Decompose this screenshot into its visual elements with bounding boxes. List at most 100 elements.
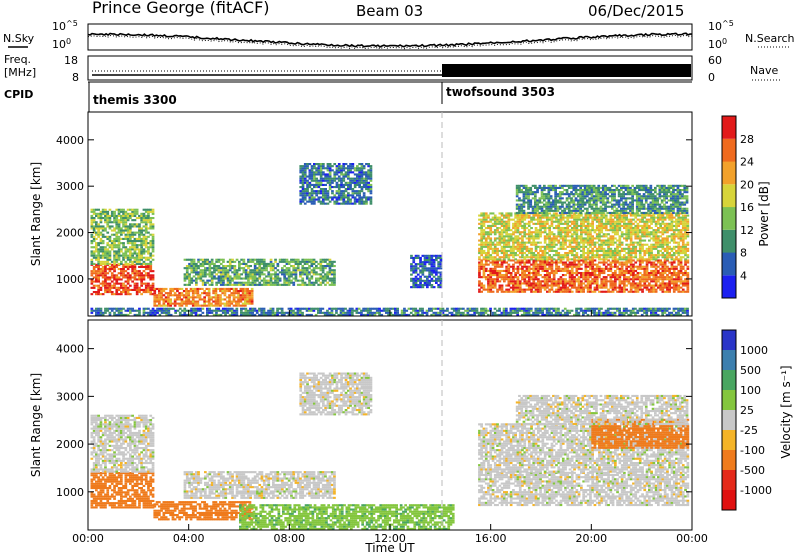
heatmap-cell — [487, 259, 490, 262]
heatmap-cell — [595, 265, 599, 268]
heatmap-cell — [317, 179, 321, 182]
heatmap-cell — [539, 284, 542, 287]
heatmap-cell — [577, 243, 581, 246]
heatmap-cell — [507, 284, 511, 287]
heatmap-cell — [525, 212, 529, 215]
heatmap-cell — [561, 256, 565, 259]
heatmap-cell — [503, 239, 506, 242]
heatmap-cell — [315, 265, 318, 268]
heatmap-cell — [104, 248, 107, 251]
heatmap-cell — [634, 245, 638, 248]
heatmap-cell — [110, 221, 114, 224]
heatmap-cell — [342, 177, 346, 180]
heatmap-cell — [367, 173, 370, 176]
heatmap-cell — [564, 278, 567, 281]
heatmap-cell — [212, 304, 215, 307]
heatmap-cell — [122, 246, 125, 249]
heatmap-cell — [250, 287, 254, 290]
heatmap-cell — [484, 263, 488, 266]
heatmap-cell — [489, 254, 493, 257]
heatmap-cell — [634, 237, 638, 240]
heatmap-cell — [564, 247, 567, 250]
heatmap-cell — [317, 173, 321, 176]
heatmap-cell — [550, 261, 554, 264]
heatmap-cell — [110, 284, 114, 287]
heatmap-cell — [217, 267, 221, 270]
heatmap-cell — [249, 275, 252, 278]
heatmap-cell — [503, 214, 506, 217]
heatmap-cell — [138, 244, 141, 247]
heatmap-cell — [552, 249, 556, 252]
heatmap-cell — [110, 246, 114, 249]
heatmap-cell — [493, 278, 497, 281]
heatmap-cell — [244, 273, 248, 276]
heatmap-cell — [496, 272, 499, 275]
heatmap-cell — [328, 175, 332, 178]
heatmap-cell — [602, 286, 606, 289]
heatmap-cell — [657, 261, 660, 264]
heatmap-cell — [505, 239, 508, 242]
heatmap-cell — [684, 261, 687, 264]
heatmap-cell — [575, 237, 579, 240]
heatmap-cell — [638, 214, 642, 217]
heatmap-cell — [614, 222, 617, 225]
heatmap-cell — [598, 267, 601, 270]
heatmap-cell — [221, 302, 225, 305]
heatmap-cell — [568, 224, 572, 227]
heatmap-cell — [500, 229, 504, 232]
heatmap-cell — [412, 259, 416, 262]
heatmap-cell — [428, 281, 431, 284]
heatmap-cell — [138, 256, 141, 259]
heatmap-cell — [131, 210, 134, 213]
heatmap-cell — [213, 265, 216, 268]
heatmap-cell — [108, 284, 112, 287]
heatmap-cell — [543, 231, 547, 234]
heatmap-cell — [237, 304, 240, 307]
heatmap-cell — [487, 224, 490, 227]
heatmap-cell — [204, 283, 207, 286]
heatmap-cell — [623, 220, 626, 223]
heatmap-cell — [512, 218, 515, 221]
heatmap-cell — [609, 254, 613, 257]
heatmap-cell — [190, 269, 194, 272]
heatmap-cell — [609, 220, 613, 223]
heatmap-cell — [541, 216, 545, 219]
heatmap-cell — [421, 279, 425, 282]
heatmap-cell — [108, 282, 112, 285]
heatmap-cell — [90, 278, 94, 281]
heatmap-cell — [614, 231, 617, 234]
heatmap-cell — [122, 217, 125, 220]
heatmap-cell — [643, 284, 647, 287]
heatmap-cell — [214, 300, 218, 303]
heatmap-cell — [478, 290, 481, 293]
heatmap-cell — [489, 286, 493, 289]
heatmap-cell — [299, 181, 303, 184]
heatmap-cell — [340, 173, 343, 176]
heatmap-cell — [500, 288, 504, 291]
heatmap-cell — [663, 259, 667, 262]
heatmap-cell — [99, 219, 103, 222]
heatmap-cell — [521, 276, 524, 279]
heatmap-cell — [611, 290, 615, 293]
heatmap-cell — [593, 278, 597, 281]
heatmap-cell — [189, 287, 193, 290]
heatmap-cell — [426, 286, 429, 289]
heatmap-cell — [620, 282, 624, 285]
heatmap-cell — [623, 261, 626, 264]
heatmap-cell — [189, 296, 193, 299]
heatmap-cell — [142, 229, 146, 232]
heatmap-cell — [684, 263, 687, 266]
heatmap-cell — [99, 268, 103, 271]
heatmap-cell — [142, 225, 146, 228]
heatmap-cell — [632, 249, 635, 252]
heatmap-cell — [183, 267, 187, 270]
heatmap-cell — [149, 252, 153, 255]
heatmap-cell — [555, 288, 558, 291]
heatmap-cell — [491, 212, 495, 215]
heatmap-cell — [521, 241, 524, 244]
heatmap-cell — [267, 262, 271, 265]
heatmap-cell — [514, 284, 517, 287]
heatmap-cell — [244, 296, 247, 299]
heatmap-cell — [632, 252, 635, 255]
heatmap-cell — [124, 217, 128, 220]
